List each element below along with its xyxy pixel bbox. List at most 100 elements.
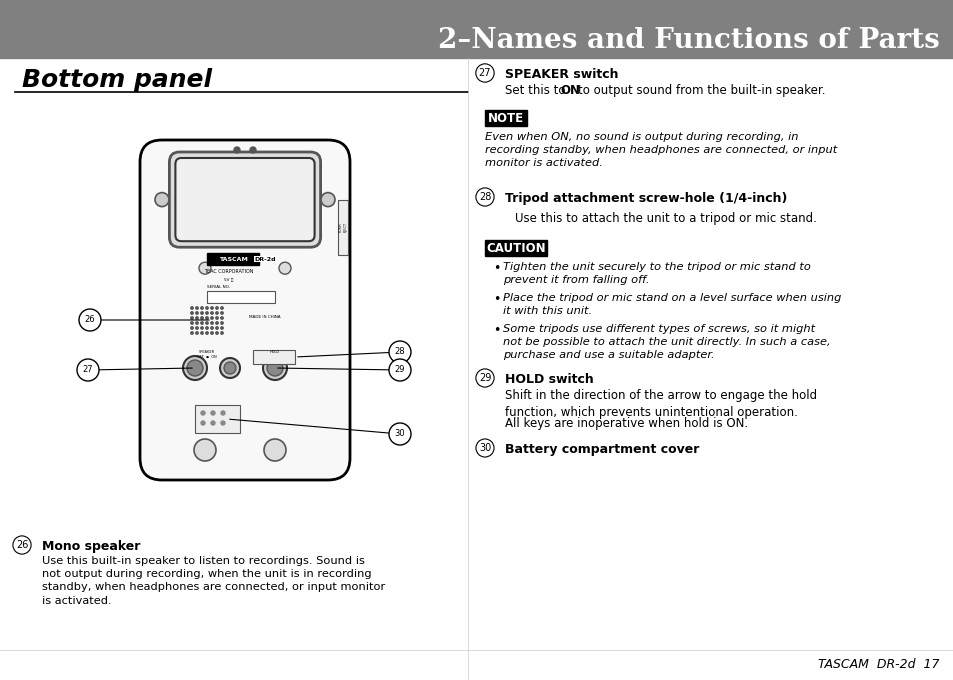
Text: SERIAL NO.: SERIAL NO. (207, 285, 230, 289)
Circle shape (187, 360, 203, 376)
Circle shape (191, 327, 193, 329)
Circle shape (206, 332, 208, 334)
Circle shape (211, 421, 214, 425)
Circle shape (278, 262, 291, 274)
Circle shape (220, 312, 223, 314)
Text: Bottom panel: Bottom panel (22, 68, 212, 92)
Circle shape (220, 358, 240, 378)
Circle shape (250, 147, 255, 153)
Text: SPEAKER switch: SPEAKER switch (504, 68, 618, 81)
Circle shape (206, 307, 208, 309)
Circle shape (191, 322, 193, 324)
Bar (0, 0, 953, 58)
Bar (194, 405, 240, 433)
Text: All keys are inoperative when hold is ON.: All keys are inoperative when hold is ON… (504, 417, 747, 430)
Text: MADE IN CHINA: MADE IN CHINA (249, 316, 280, 319)
Text: Mono speaker: Mono speaker (42, 540, 140, 553)
Text: 28: 28 (395, 347, 405, 356)
Circle shape (195, 327, 198, 329)
Text: NOTE: NOTE (487, 112, 523, 124)
Text: Set this to: Set this to (504, 84, 569, 97)
Circle shape (199, 262, 211, 274)
Circle shape (215, 317, 218, 319)
Text: Use this built-in speaker to listen to recordings. Sound is
not output during re: Use this built-in speaker to listen to r… (42, 556, 385, 606)
Text: •: • (493, 293, 500, 306)
Text: DR-2d: DR-2d (254, 256, 275, 262)
Circle shape (191, 317, 193, 319)
FancyBboxPatch shape (175, 158, 314, 241)
Text: •: • (493, 324, 500, 337)
Text: TASCAM: TASCAM (218, 256, 247, 262)
Circle shape (200, 322, 203, 324)
Text: 27: 27 (83, 366, 93, 375)
Text: HOLD switch: HOLD switch (504, 373, 593, 386)
Circle shape (211, 332, 213, 334)
Circle shape (221, 411, 225, 415)
Circle shape (195, 322, 198, 324)
Text: PUSH
EJECT: PUSH EJECT (338, 222, 347, 232)
Circle shape (389, 359, 411, 381)
Circle shape (211, 317, 213, 319)
Circle shape (77, 359, 99, 381)
Circle shape (79, 309, 101, 331)
Bar (253, 350, 294, 364)
Circle shape (221, 421, 225, 425)
Circle shape (264, 439, 286, 461)
Circle shape (224, 362, 235, 374)
Circle shape (215, 332, 218, 334)
Text: 29: 29 (395, 366, 405, 375)
Text: 27: 27 (478, 68, 491, 78)
Text: Even when ON, no sound is output during recording, in
recording standby, when he: Even when ON, no sound is output during … (484, 132, 837, 169)
Text: to output sound from the built-in speaker.: to output sound from the built-in speake… (578, 84, 824, 97)
Text: 2–Names and Functions of Parts: 2–Names and Functions of Parts (437, 27, 939, 54)
Circle shape (195, 307, 198, 309)
Circle shape (200, 307, 203, 309)
Text: TEAC CORPORATION: TEAC CORPORATION (204, 269, 253, 273)
Circle shape (215, 322, 218, 324)
Text: Place the tripod or mic stand on a level surface when using
it with this unit.: Place the tripod or mic stand on a level… (502, 293, 841, 316)
Circle shape (267, 360, 283, 376)
Circle shape (201, 411, 205, 415)
Text: TASCAM  DR-2d  17: TASCAM DR-2d 17 (818, 658, 939, 672)
Circle shape (215, 312, 218, 314)
Circle shape (220, 332, 223, 334)
Text: Shift in the direction of the arrow to engage the hold
function, which prevents : Shift in the direction of the arrow to e… (504, 389, 817, 419)
Text: Some tripods use different types of screws, so it might
not be possible to attac: Some tripods use different types of scre… (502, 324, 830, 360)
Circle shape (211, 322, 213, 324)
Circle shape (389, 341, 411, 363)
Circle shape (206, 317, 208, 319)
Circle shape (233, 147, 240, 153)
Text: CAUTION: CAUTION (486, 241, 545, 254)
Text: 29: 29 (478, 373, 491, 383)
Bar (337, 200, 348, 255)
Text: 28: 28 (478, 192, 491, 202)
Bar (484, 240, 546, 256)
Circle shape (220, 327, 223, 329)
Circle shape (320, 192, 335, 207)
Text: SPEAKER: SPEAKER (199, 350, 214, 354)
Text: OFF  ●  ON: OFF ● ON (197, 355, 216, 359)
Text: Tripod attachment screw-hole (1/4-inch): Tripod attachment screw-hole (1/4-inch) (504, 192, 786, 205)
Circle shape (200, 327, 203, 329)
FancyBboxPatch shape (170, 152, 320, 248)
Circle shape (154, 192, 169, 207)
Circle shape (191, 307, 193, 309)
Circle shape (206, 312, 208, 314)
Circle shape (195, 317, 198, 319)
Bar (207, 291, 274, 303)
Circle shape (215, 307, 218, 309)
Text: •: • (493, 262, 500, 275)
Text: HOLD: HOLD (270, 350, 280, 354)
Text: 30: 30 (478, 443, 491, 453)
Circle shape (206, 322, 208, 324)
Circle shape (263, 356, 287, 380)
Circle shape (193, 439, 215, 461)
Text: ON: ON (559, 84, 579, 97)
Circle shape (191, 332, 193, 334)
Circle shape (191, 312, 193, 314)
Circle shape (215, 327, 218, 329)
Circle shape (200, 317, 203, 319)
Circle shape (220, 317, 223, 319)
Circle shape (195, 332, 198, 334)
Text: Tighten the unit securely to the tripod or mic stand to
prevent it from falling : Tighten the unit securely to the tripod … (502, 262, 810, 285)
